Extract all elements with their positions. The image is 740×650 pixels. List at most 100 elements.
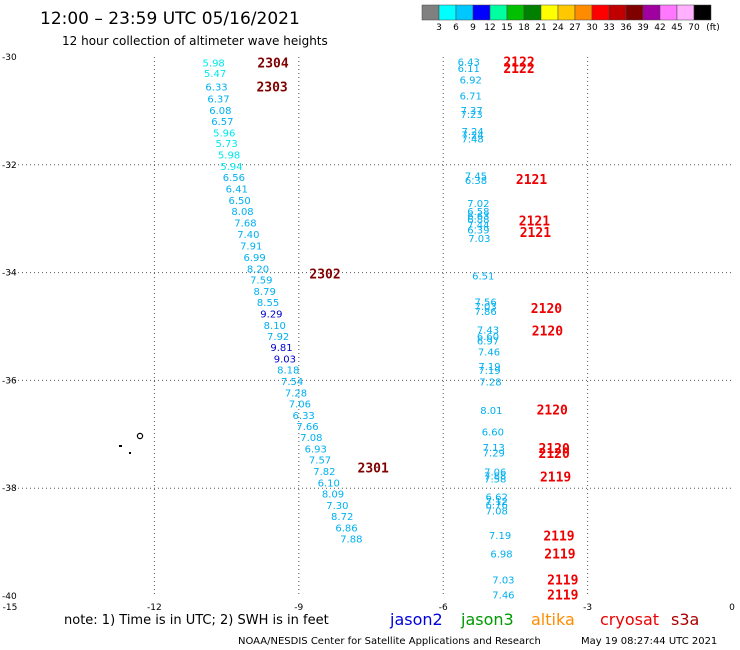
- data-point-label: 6.63: [467, 211, 489, 222]
- legend-entry-cryosat: cryosat: [600, 610, 659, 629]
- data-point-label: 7.37: [461, 106, 483, 117]
- data-point-label: 5.98: [203, 58, 225, 69]
- y-tick-label: -40: [2, 592, 17, 602]
- colorbar-swatch: [506, 4, 525, 21]
- colorbar-legend: 3 6 9 12 15 18 21 24 27 30 33 36 39 42 45 70 (ft): [421, 4, 720, 33]
- colorbar-tick-label: 45: [671, 23, 682, 33]
- colorbar-swatch: [523, 4, 542, 21]
- legend-entry-jason3: jason3: [460, 610, 514, 629]
- data-point-label: 8.10: [264, 321, 286, 332]
- pass-number-label: 2120: [539, 442, 570, 457]
- data-point-label: 7.66: [296, 422, 318, 433]
- data-point-label: 7.48: [461, 134, 483, 145]
- colorbar-tick-label: 70: [688, 23, 700, 33]
- colorbar-swatch: [693, 4, 712, 21]
- colorbar-swatch: [574, 4, 593, 21]
- data-point-label: 6.33: [205, 83, 227, 94]
- data-point-label: 6.38: [465, 176, 487, 187]
- data-point-label: 9.29: [260, 310, 282, 321]
- data-point-label: 7.88: [340, 534, 362, 545]
- axis-ticks: -15 -12 -9 -6 -3 0-30-32-34-36-38-40: [2, 53, 735, 613]
- colorbar-swatch: [608, 4, 627, 21]
- data-point-label: 7.45: [465, 172, 487, 183]
- data-point-label: 7.03: [468, 234, 490, 245]
- colorbar-tick-label: 39: [637, 23, 649, 33]
- data-point-label: 7.03: [474, 302, 496, 313]
- data-point-label: 8.55: [257, 298, 279, 309]
- pass-number-label: 2121: [519, 214, 550, 229]
- legend-entry-s3a: s3a: [671, 610, 699, 629]
- colorbar-swatch: [659, 4, 678, 21]
- x-tick-label: -3: [583, 603, 592, 613]
- pass-number-label: 2122: [503, 62, 534, 77]
- colorbar-swatch: [472, 4, 491, 21]
- data-point-label: 6.60: [482, 428, 504, 439]
- plot-area: -15 -12 -9 -6 -3 0-30-32-34-36-38-40 5.985.47…: [2, 53, 735, 613]
- data-point-label: 7.19: [478, 366, 500, 377]
- data-point-label: 8.01: [480, 406, 502, 417]
- colorbar-swatch: [625, 4, 644, 21]
- data-point-label: 7.57: [309, 456, 331, 467]
- colorbar-swatch: [642, 4, 661, 21]
- y-tick-label: -34: [2, 269, 17, 279]
- colorbar-tick-label: 27: [569, 23, 580, 33]
- data-point-label: 7.46: [492, 590, 514, 601]
- chart-subtitle: 12 hour collection of altimeter wave hei…: [62, 34, 328, 48]
- pass-number-label: 2119: [547, 588, 578, 603]
- data-point-label: 7.54: [281, 377, 303, 388]
- data-point-label: 6.10: [318, 478, 340, 489]
- data-point-label: 7.02: [467, 199, 489, 210]
- data-point-label: 6.41: [226, 185, 248, 196]
- colorbar-swatch: [540, 4, 559, 21]
- data-point-label: 7.30: [326, 501, 348, 512]
- data-point-label: 5.73: [216, 139, 238, 150]
- pass-number-label: 2119: [547, 573, 578, 588]
- pass-number-label: 2120: [532, 324, 563, 339]
- data-point-label: 6.37: [207, 95, 229, 106]
- data-point-label: 6.62: [486, 492, 508, 503]
- x-tick-label: -6: [439, 603, 448, 613]
- data-point-label: 7.19: [489, 531, 511, 542]
- data-point-label: 8.08: [231, 207, 253, 218]
- data-point-label: 7.58: [484, 474, 506, 485]
- pass-number-label: 2304: [257, 56, 288, 71]
- pass-number-label: 2303: [256, 81, 287, 96]
- data-point-label: 7.92: [267, 332, 289, 343]
- data-point-label: 5.98: [218, 151, 240, 162]
- pass-number-label: 2302: [309, 268, 340, 283]
- data-point-label: 8.20: [247, 264, 269, 275]
- pass-number-label: 2119: [540, 470, 571, 485]
- colorbar-tick-label: 21: [535, 23, 546, 33]
- pass-number-label: 2122: [503, 55, 534, 70]
- legend-entry-jason2: jason2: [389, 610, 443, 629]
- data-point-label: 7.23: [461, 110, 483, 121]
- data-point-label: 6.99: [243, 253, 265, 264]
- satellite-legend: jason2 jason3 altika cryosat s3a: [389, 610, 699, 629]
- colorbar-swatch: [676, 4, 695, 21]
- data-point-label: 6.76: [486, 500, 508, 511]
- colorbar-tick-label: 42: [654, 23, 665, 33]
- data-point-label: 6.11: [458, 64, 480, 75]
- x-tick-label: -15: [3, 603, 18, 613]
- y-tick-label: -30: [2, 53, 17, 63]
- data-point-label: 6.86: [335, 524, 357, 535]
- data-point-label: 5.96: [213, 128, 235, 139]
- data-point-label: 7.44: [467, 221, 489, 232]
- pass-number-label: 2121: [520, 226, 551, 241]
- pass-number-label: 2119: [544, 547, 575, 562]
- data-point-label: 9.03: [274, 354, 296, 365]
- colorbar-tick-label: 24: [552, 23, 564, 33]
- data-point-label: 7.28: [285, 388, 307, 399]
- data-point-label: 6.33: [293, 411, 315, 422]
- data-point-label: 7.06: [289, 400, 311, 411]
- data-point-label: 7.08: [486, 506, 508, 517]
- data-point-label: 6.60: [477, 332, 499, 343]
- data-points: 5.985.476.336.376.086.575.965.735.985.94…: [203, 57, 515, 601]
- grid-lines: [10, 57, 732, 596]
- pass-labels: 2304230323022301212221222121212121212120…: [256, 55, 578, 603]
- data-point-label: 7.43: [477, 326, 499, 337]
- data-point-label: 9.81: [270, 343, 292, 354]
- y-tick-label: -38: [2, 484, 17, 494]
- pass-number-label: 2121: [516, 173, 547, 188]
